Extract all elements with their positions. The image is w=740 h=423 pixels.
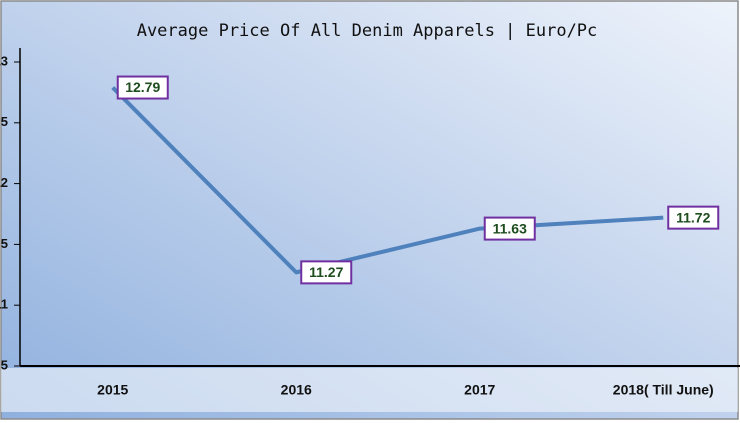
- data-label-box: [483, 216, 536, 241]
- x-tick-label: 2016: [281, 382, 312, 398]
- y-tick-label: 12.5: [0, 114, 8, 129]
- data-label-box: [667, 205, 720, 230]
- x-axis-band: [1, 368, 738, 412]
- y-tick-label: 10.5: [0, 357, 8, 372]
- data-label: 11.72: [676, 209, 710, 225]
- data-label-box: [300, 260, 353, 285]
- y-tick-label: 12: [0, 175, 8, 190]
- x-tick-label: 2017: [464, 382, 495, 398]
- x-tick-label: 2015: [97, 382, 128, 398]
- data-label: 11.27: [309, 264, 343, 280]
- line-series: [111, 86, 664, 275]
- chart-title: Average Price Of All Denim Apparels | Eu…: [137, 21, 598, 41]
- y-tick-label: 11.5: [0, 236, 8, 251]
- data-label: 12.79: [125, 79, 160, 95]
- data-label: 11.63: [493, 220, 527, 236]
- y-tick-label: 13: [0, 53, 8, 68]
- y-tick-label: 11: [0, 297, 8, 312]
- x-tick-label: 2018( Till June): [613, 382, 714, 398]
- data-label-box: [116, 75, 169, 100]
